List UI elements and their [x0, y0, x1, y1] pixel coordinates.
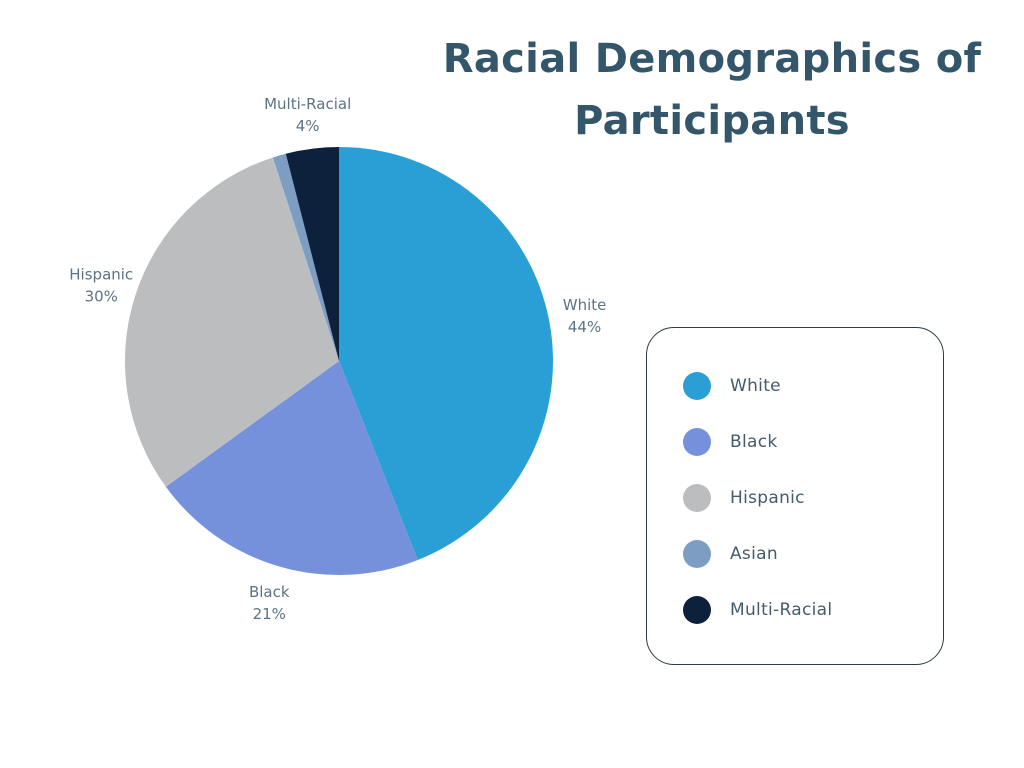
slice-label-white: White 44%	[563, 296, 607, 336]
legend-label: Hispanic	[730, 488, 805, 508]
pie-slice-white	[339, 147, 554, 560]
slice-label-percent: 30%	[85, 288, 118, 306]
legend-item-hispanic: Hispanic	[683, 484, 832, 512]
slice-label-category: Black	[249, 583, 290, 601]
legend-swatch	[683, 484, 711, 512]
pie-slice-multi-racial	[285, 147, 339, 361]
pie-slice-hispanic	[125, 157, 339, 487]
chart-title: Racial Demographics of Participants	[442, 36, 982, 144]
slice-label-percent: 21%	[253, 605, 286, 623]
legend-label: Black	[730, 432, 778, 452]
slice-label-category: Hispanic	[69, 266, 133, 284]
legend-item-black: Black	[683, 428, 832, 456]
legend-item-white: White	[683, 372, 832, 400]
pie-labels: White 44% Black 21% Hispanic 30% Multi-Racial 4…	[69, 95, 606, 623]
slice-label-category: Multi-Racial	[264, 95, 351, 113]
legend-swatch	[683, 540, 711, 568]
slice-label-hispanic: Hispanic 30%	[69, 266, 133, 306]
slice-label-percent: 44%	[568, 318, 601, 336]
slice-label-multi-racial: Multi-Racial 4%	[264, 95, 351, 135]
slice-label-category: White	[563, 296, 607, 314]
slice-label-black: Black 21%	[249, 583, 290, 623]
legend-label: Multi-Racial	[730, 600, 833, 620]
legend-label: Asian	[730, 544, 778, 564]
slice-label-percent: 4%	[296, 117, 320, 135]
legend-label: White	[730, 376, 781, 396]
pie-slices	[125, 147, 554, 576]
legend-swatch	[683, 596, 711, 624]
legend-swatch	[683, 372, 711, 400]
legend: White Black Hispanic Asian Multi-Racial	[646, 327, 944, 665]
legend-item-multi-racial: Multi-Racial	[683, 596, 832, 624]
pie-slice-black	[165, 361, 418, 576]
pie-slice-asian	[272, 153, 339, 361]
legend-swatch	[683, 428, 711, 456]
legend-item-asian: Asian	[683, 540, 832, 568]
legend-list: White Black Hispanic Asian Multi-Racial	[683, 372, 832, 652]
